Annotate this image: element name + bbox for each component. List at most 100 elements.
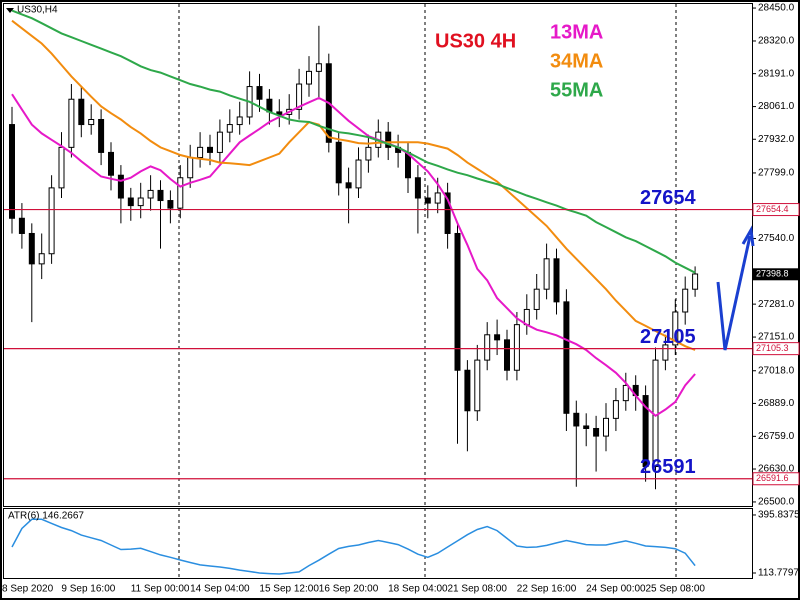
candle-body (573, 412, 580, 427)
level-annotation: 27105 (640, 326, 696, 348)
atr-plot-border (3, 508, 753, 579)
level-tag-label: 27105.3 (756, 343, 789, 353)
y-tick-label: 395.8375 (758, 510, 800, 521)
candle-body (642, 395, 649, 467)
candle-body (444, 192, 451, 234)
candle-body (543, 258, 550, 290)
atr-line (11, 518, 696, 575)
candle-body (692, 273, 699, 290)
candle-body (622, 384, 629, 402)
candle-body (424, 197, 431, 204)
candle-body (315, 63, 322, 72)
candle-body (216, 131, 223, 153)
level-annotation: 27654 (640, 187, 696, 209)
y-tick-label: 27932.0 (758, 134, 795, 145)
y-tick-label: 113.7797 (758, 568, 799, 579)
candle-body (68, 98, 75, 148)
candle-body (98, 118, 105, 153)
y-tick-label: 26500.0 (758, 497, 795, 508)
candle-body (662, 344, 669, 361)
candle-body (167, 200, 174, 209)
candle-body (117, 174, 124, 199)
y-tick-label: 28061.0 (758, 101, 795, 112)
level-tag (752, 342, 800, 356)
legend-label: 55MA (550, 79, 603, 101)
candle-body (682, 288, 689, 313)
level-tag (752, 472, 800, 486)
candle-body (414, 177, 421, 199)
candle-body (236, 116, 243, 126)
candle-body (38, 253, 45, 265)
y-tick-label: 27799.0 (758, 168, 795, 179)
candle-body (108, 151, 114, 176)
x-tick-label: 16 Sep 20:00 (319, 584, 379, 595)
candle-body (296, 83, 303, 110)
level-tag-label: 27654.4 (756, 204, 789, 214)
candle-body (504, 339, 510, 371)
candle-body (127, 197, 134, 207)
candle-body (434, 192, 441, 204)
ma-line (11, 93, 696, 418)
price-tag-label: 27398.8 (756, 269, 789, 279)
candle-body (226, 124, 233, 133)
candle-body (335, 141, 342, 184)
x-tick-label: 22 Sep 16:00 (517, 584, 577, 595)
x-tick-label: 18 Sep 04:00 (388, 584, 448, 595)
candle-body (523, 308, 530, 326)
symbol-marker (6, 8, 14, 13)
candle-body (583, 425, 590, 429)
candle-body (533, 288, 540, 310)
candle-body (28, 232, 35, 265)
candle-body (137, 197, 144, 207)
candle-body (197, 146, 204, 158)
x-tick-label: 25 Sep 08:00 (646, 584, 706, 595)
candle-body (464, 369, 471, 412)
arrow (716, 235, 752, 351)
candle-body (306, 70, 312, 85)
candle-body (48, 187, 55, 255)
candle-body (88, 118, 95, 126)
x-tick-label: 15 Sep 12:00 (259, 584, 319, 595)
candle-body (58, 146, 65, 189)
y-tick-label: 28320.0 (758, 36, 795, 47)
candle-body (177, 177, 184, 209)
candle-body (147, 189, 154, 199)
x-tick-label: 9 Sep 16:00 (61, 584, 115, 595)
candle-body (603, 417, 609, 437)
plot-layer: 28450.0 28320.0 28191.0 28061.0 27932.0 27799… (2, 3, 800, 595)
x-tick-label: 24 Sep 00:00 (586, 584, 646, 595)
y-tick-label: 27018.0 (758, 365, 795, 376)
candle-body (187, 156, 194, 179)
y-tick-label: 27540.0 (758, 233, 795, 244)
candle-body (553, 258, 560, 303)
price-tag (753, 268, 799, 281)
candle-body (78, 98, 85, 126)
candle-body (18, 217, 25, 234)
candle-body (454, 232, 461, 371)
legend-label: 13MA (550, 21, 603, 43)
candle-body (276, 111, 283, 115)
candle-body (385, 131, 392, 148)
candle-body (365, 146, 372, 161)
candle-body (345, 182, 352, 189)
candle-body (593, 427, 600, 437)
y-tick-label: 26630.0 (758, 464, 795, 475)
level-tag (752, 203, 800, 217)
y-tick-label: 26759.0 (758, 431, 795, 442)
atr-title: ATR(6) 146.2667 (8, 511, 84, 522)
main-plot-border (3, 3, 753, 507)
candle-body (563, 301, 570, 414)
legend-label: 34MA (550, 50, 603, 72)
ma-line (11, 19, 696, 351)
ma-line (11, 9, 696, 274)
chart-title: US30 4H (435, 30, 516, 52)
x-tick-label: 11 Sep 00:00 (131, 584, 190, 595)
candle-body (9, 124, 15, 219)
y-tick-label: 26889.0 (758, 398, 795, 409)
y-tick-label: 27151.0 (758, 332, 795, 343)
y-tick-label: 28450.0 (758, 3, 795, 14)
candle-body (494, 334, 501, 341)
x-tick-label: 14 Sep 04:00 (190, 584, 250, 595)
